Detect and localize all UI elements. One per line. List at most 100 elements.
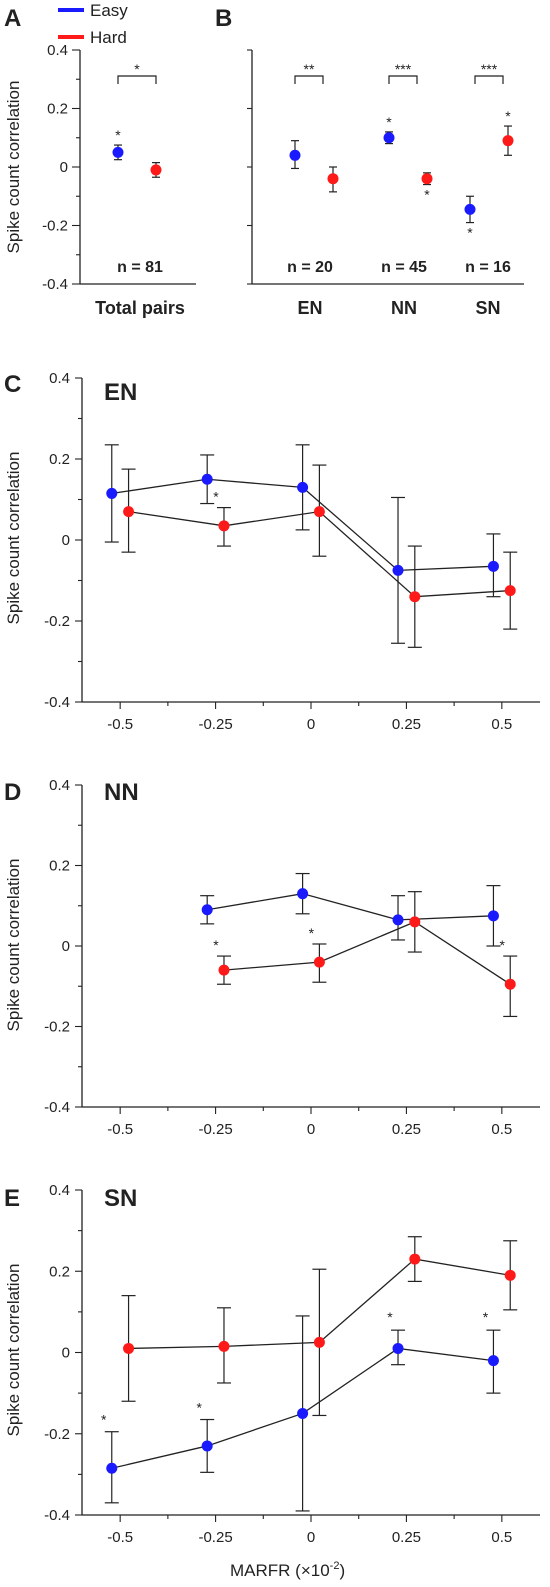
panel-c-xtick-label: -0.5 xyxy=(107,716,133,733)
panel-e-xtick-label: 0.25 xyxy=(392,1529,421,1546)
panel-a-ytick-label: -0.2 xyxy=(42,218,68,235)
panel-d-hard-point xyxy=(504,978,516,990)
panel-e-xtick-label: -0.25 xyxy=(198,1529,232,1546)
panel-c-hard-point xyxy=(504,585,516,597)
panel-c-easy-point xyxy=(487,560,499,572)
panel-b-category-label: NN xyxy=(391,298,417,318)
panel-b-hard-point xyxy=(327,173,339,185)
panel-e-star: * xyxy=(196,1400,202,1416)
panel-e-xtick-label: 0 xyxy=(307,1529,315,1546)
panel-d-easy-line xyxy=(207,893,494,921)
panel-b-y-ticks xyxy=(247,49,252,285)
panel-c-ytick-label: 0 xyxy=(62,532,70,549)
panel-e-easy-point xyxy=(297,1407,309,1419)
panel-d-ytick-label: -0.4 xyxy=(44,1099,70,1116)
panel-b-category-label: SN xyxy=(475,298,500,318)
panel-b-sig-bracket xyxy=(388,75,418,84)
panel-c-ytick-label: 0.2 xyxy=(49,451,70,468)
panel-a-ytick-label: -0.4 xyxy=(42,276,68,293)
panel-d-hard-point xyxy=(409,916,421,928)
panel-letter-b: B xyxy=(215,5,232,32)
panel-c-xtick-label: 0 xyxy=(307,716,315,733)
panel-a-ytick-label: 0 xyxy=(60,159,68,176)
panel-b-star: * xyxy=(467,225,473,241)
panel-e-easy-point xyxy=(106,1462,118,1474)
panel-a-ytick-label: 0.2 xyxy=(47,101,68,118)
panel-e-ytick-label: -0.2 xyxy=(44,1426,70,1443)
panel-d-easy-point xyxy=(297,888,309,900)
panel-d-easy-point xyxy=(201,904,213,916)
panel-e-ytick-label: 0.2 xyxy=(49,1263,70,1280)
panel-c-ytick-label: 0.4 xyxy=(49,370,70,387)
panel-e-easy-point xyxy=(487,1355,499,1367)
panel-e-xlabel: MARFR (×10-2) xyxy=(230,1560,345,1580)
panel-a-easy-point xyxy=(112,146,124,158)
panel-e-ytick-label: 0.4 xyxy=(49,1182,70,1199)
panel-e-xtick-label: 0.5 xyxy=(491,1529,512,1546)
panel-b-sig-label: *** xyxy=(395,61,412,77)
panel-e-ylabel: Spike count correlation xyxy=(4,1264,23,1437)
panel-b-star: * xyxy=(386,114,392,130)
panel-b-chart: EN NN SN n = 20 n = 45 n = 16 ** *** ***… xyxy=(247,49,524,318)
panel-d-easy-point xyxy=(487,910,499,922)
panel-d-xtick-label: 0.5 xyxy=(491,1121,512,1138)
panel-d-xtick-label: 0.25 xyxy=(392,1121,421,1138)
panel-d-ytick-label: 0.2 xyxy=(49,858,70,875)
panel-d-easy-point xyxy=(392,914,404,926)
panel-c-easy-point xyxy=(297,481,309,493)
panel-e-ytick-label: 0 xyxy=(62,1345,70,1362)
panel-b-n-label: n = 20 xyxy=(287,259,333,276)
panel-b-easy-point xyxy=(383,132,395,144)
panel-c-ylabel: Spike count correlation xyxy=(4,452,23,625)
panel-c-chart: 0.4 0.2 0 -0.2 -0.4 -0.5 -0.25 0 0.25 0.5 * xyxy=(44,370,540,733)
panel-c-hard-point xyxy=(409,591,421,603)
panel-b-sig-bracket xyxy=(474,75,504,84)
panel-e-star: * xyxy=(101,1412,107,1428)
panel-letter-c: C xyxy=(4,371,21,398)
panel-d-xtick-label: -0.25 xyxy=(198,1121,232,1138)
panel-b-sig-label: *** xyxy=(481,61,498,77)
panel-b-n-label: n = 16 xyxy=(465,259,511,276)
panel-a-chart: 0.4 0.2 0 -0.2 -0.4 Total pairs n = 81 *… xyxy=(42,42,196,318)
panel-c-ytick-label: -0.2 xyxy=(44,613,70,630)
panel-b-easy-point xyxy=(464,203,476,215)
panel-e-hard-point xyxy=(409,1253,421,1265)
panel-c-xtick-label: -0.25 xyxy=(198,716,232,733)
panel-a-category-label: Total pairs xyxy=(95,298,185,318)
panel-e-hard-point xyxy=(218,1340,230,1352)
panel-c-easy-point xyxy=(392,564,404,576)
legend: Easy Hard xyxy=(58,1,128,47)
panel-a-ylabel: Spike count correlation xyxy=(4,81,23,254)
panel-e-hard-point xyxy=(504,1269,516,1281)
panel-a-star: * xyxy=(115,127,121,143)
panel-d-xtick-label: -0.5 xyxy=(107,1121,133,1138)
panel-b-star: * xyxy=(505,108,511,124)
panel-e-easy-point xyxy=(392,1342,404,1354)
panel-title-d: NN xyxy=(104,779,139,806)
panel-b-hard-point xyxy=(502,135,514,147)
panel-c-easy-point xyxy=(201,473,213,485)
panel-a-ytick-label: 0.4 xyxy=(47,42,68,59)
panel-letter-e: E xyxy=(4,1185,20,1212)
panel-c-easy-point xyxy=(106,487,118,499)
panel-d-ytick-label: -0.2 xyxy=(44,1019,70,1036)
panel-d-ytick-label: 0.4 xyxy=(49,777,70,794)
panel-d-star: * xyxy=(213,937,219,953)
panel-d-hard-line xyxy=(223,921,511,985)
panel-c-xtick-label: 0.25 xyxy=(392,716,421,733)
panel-c-hard-point xyxy=(313,506,325,518)
panel-e-xtick-label: -0.5 xyxy=(107,1529,133,1546)
panel-a-marks: * xyxy=(112,127,162,178)
panel-d-ytick-label: 0 xyxy=(62,938,70,955)
panel-d-chart: 0.4 0.2 0 -0.2 -0.4 -0.5 -0.25 0 0.25 0.5 * * * xyxy=(44,777,540,1138)
panel-a-hard-point xyxy=(150,164,162,176)
panel-d-hard-point xyxy=(313,956,325,968)
panel-d-star: * xyxy=(500,937,506,953)
panel-b-sig-label: ** xyxy=(304,61,315,77)
panel-title-e: SN xyxy=(104,1185,137,1212)
panel-b-star: * xyxy=(424,187,430,203)
panel-c-hard-point xyxy=(123,506,135,518)
panel-c-ytick-label: -0.4 xyxy=(44,694,70,711)
panel-d-hard-point xyxy=(218,964,230,976)
